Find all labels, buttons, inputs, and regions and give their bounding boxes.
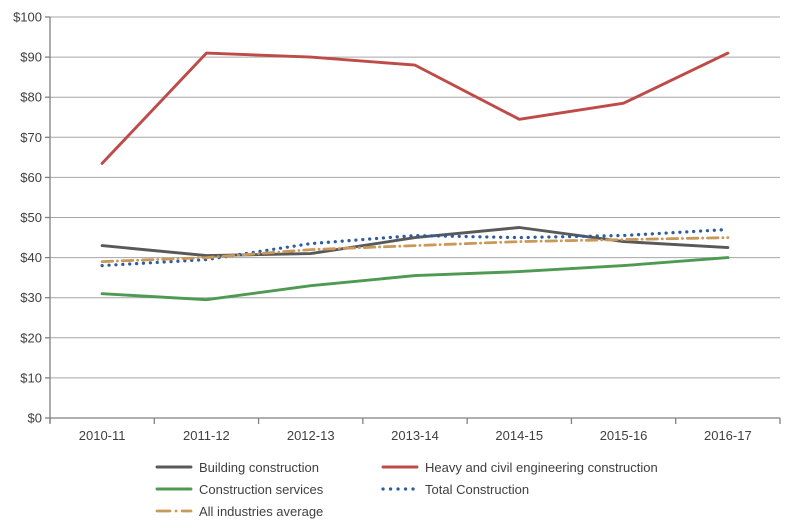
legend-label: Heavy and civil engineering construction <box>425 459 658 475</box>
x-axis-label: 2012-13 <box>287 428 335 443</box>
y-tick-label: $30 <box>20 290 42 305</box>
x-axis-label: 2015-16 <box>600 428 648 443</box>
x-axis-label: 2013-14 <box>391 428 439 443</box>
chart-legend: Building construction Heavy and civil eng… <box>155 456 658 522</box>
legend-item-construction-services: Construction services <box>155 482 381 497</box>
series-line-all-industries-average <box>100 236 730 263</box>
series-line-construction-services <box>100 256 730 302</box>
y-tick-label: $70 <box>20 130 42 145</box>
y-tick-label: $80 <box>20 90 42 105</box>
x-axis-label: 2016-17 <box>704 428 752 443</box>
legend-marker-solid <box>155 487 193 491</box>
legend-label: Building construction <box>199 459 319 475</box>
series-line-building-construction <box>100 226 730 258</box>
y-tick-label: $10 <box>20 370 42 385</box>
x-axis-label: 2011-12 <box>183 428 230 443</box>
legend-item-total-construction: Total Construction <box>381 482 658 497</box>
x-axis-label: 2010-11 <box>79 428 126 443</box>
legend-marker-solid <box>155 465 193 469</box>
y-tick-label: $40 <box>20 250 42 265</box>
legend-label: Total Construction <box>425 481 530 497</box>
y-tick-label: $90 <box>20 50 42 65</box>
legend-item-heavy-and-civil-engineering-construction: Heavy and civil engineering construction <box>381 460 658 475</box>
y-tick-label: $100 <box>13 10 42 25</box>
legend-label: Construction services <box>199 481 324 497</box>
y-tick-label: $60 <box>20 170 42 185</box>
legend-marker-dotted <box>381 487 419 491</box>
legend-marker-dashdot <box>155 509 193 513</box>
y-tick-label: $50 <box>20 210 42 225</box>
legend-item-building-construction: Building construction <box>155 460 381 475</box>
series-line-heavy-and-civil-engineering-construction <box>100 51 730 165</box>
legend-marker-solid <box>381 465 419 469</box>
legend-label: All industries average <box>199 503 324 519</box>
y-tick-label: $0 <box>28 411 42 426</box>
legend-item-all-industries-average: All industries average <box>155 504 381 519</box>
series-line-total-construction <box>100 227 730 268</box>
y-tick-label: $20 <box>20 330 42 345</box>
x-axis-label: 2014-15 <box>495 428 543 443</box>
